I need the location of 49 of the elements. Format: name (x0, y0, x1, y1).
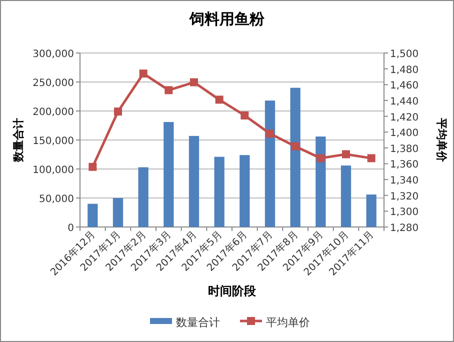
point (266, 130, 274, 138)
y-axis-title: 数量合计 (12, 118, 25, 163)
y2-tick-label: 1,340 (390, 176, 419, 187)
y2-tick-label: 1,300 (390, 207, 419, 218)
point (367, 154, 376, 162)
y-tick-label: 100,000 (32, 165, 74, 176)
y2-tick-label: 1,420 (390, 112, 419, 124)
y-tick-label: 0 (68, 223, 74, 234)
bar (240, 155, 250, 227)
y2-tick-label: 1,460 (390, 80, 419, 92)
point (114, 108, 122, 116)
point (215, 96, 224, 104)
chart-title: 饲料用鱼粉 (188, 10, 266, 28)
x-axis-title: 时间阶段 (208, 284, 257, 298)
y2-tick-label: 1,440 (390, 96, 419, 108)
bar (316, 136, 326, 227)
bar (290, 88, 300, 227)
y2-tick-label: 1,380 (390, 144, 419, 155)
bar (264, 100, 276, 227)
bar (366, 194, 376, 227)
y-tick-label: 300,000 (32, 49, 74, 60)
point (291, 142, 300, 150)
bar (88, 204, 98, 227)
legend-label: 平均单价 (266, 316, 310, 329)
bar (164, 122, 174, 227)
point (240, 111, 249, 120)
y-tick-label: 200,000 (32, 107, 74, 118)
y2-tick-label: 1,320 (390, 191, 419, 202)
bar (138, 167, 148, 227)
y2-tick-label: 1,500 (390, 49, 419, 60)
bar (188, 136, 200, 227)
y2-tick-label: 1,280 (390, 223, 419, 234)
point (139, 70, 148, 78)
point (342, 150, 350, 158)
bar (214, 156, 224, 227)
point (316, 154, 325, 162)
y2-tick-label: 1,400 (390, 128, 419, 140)
point (164, 86, 173, 94)
point (190, 78, 198, 86)
y-tick-label: 150,000 (32, 136, 74, 147)
y2-tick-label: 1,360 (390, 160, 419, 171)
y2-axis-title: 平均单价 (435, 117, 448, 163)
point (88, 162, 97, 171)
bar (340, 166, 352, 227)
y-tick-label: 50,000 (39, 194, 74, 205)
legend-label: 数量合计 (176, 316, 220, 329)
y2-tick-label: 1,480 (390, 64, 419, 76)
bar (112, 198, 124, 227)
y-tick-label: 250,000 (32, 78, 74, 89)
